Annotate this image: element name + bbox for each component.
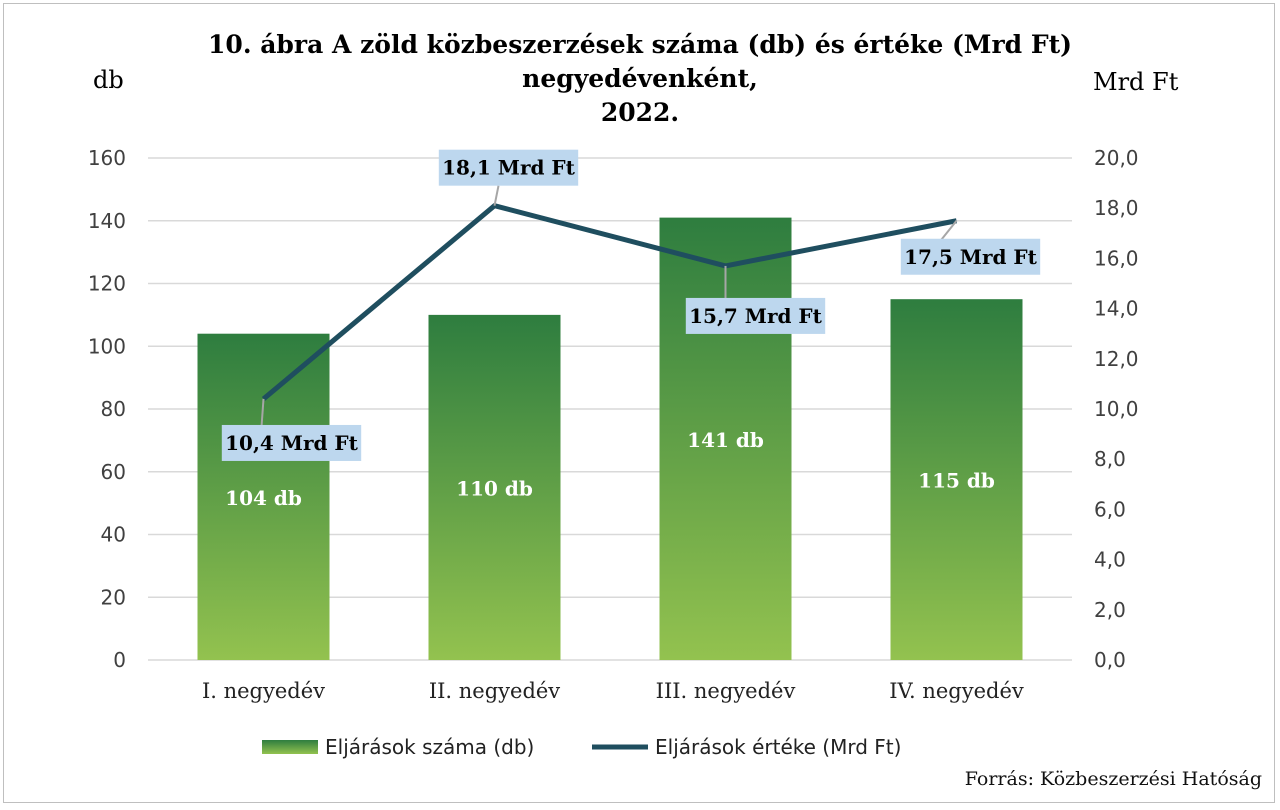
right-axis-unit: Mrd Ft (1093, 68, 1179, 96)
left-tick-label: 120 (88, 272, 126, 296)
legend-label-line: Eljárások értéke (Mrd Ft) (655, 735, 901, 759)
line-label-text: 10,4 Mrd Ft (225, 431, 358, 455)
line-label-text: 17,5 Mrd Ft (904, 245, 1037, 269)
right-tick-label: 6,0 (1094, 497, 1126, 521)
right-tick-label: 12,0 (1094, 347, 1139, 371)
line-value-label: 18,1 Mrd Ft (438, 149, 579, 206)
right-tick-label: 0,0 (1094, 648, 1126, 672)
chart-frame (3, 3, 1275, 803)
left-tick-label: 20 (101, 585, 126, 609)
bar-value-label: 141 db (687, 428, 764, 452)
bar-value-label: 110 db (456, 476, 533, 500)
right-tick-label: 10,0 (1094, 397, 1139, 421)
legend-item-bars: Eljárások száma (db) (262, 735, 534, 759)
bar-value-label: 115 db (918, 469, 995, 493)
value-line (261, 203, 957, 401)
line-label-box (438, 149, 579, 186)
right-tick-label: 16,0 (1094, 246, 1139, 270)
line-value-label: 10,4 Mrd Ft (221, 398, 362, 461)
category-label: III. negyedév (656, 679, 796, 703)
bar (428, 314, 561, 660)
left-axis-unit: db (93, 66, 124, 94)
category-label: IV. negyedév (889, 679, 1024, 703)
bar (197, 333, 330, 660)
left-tick-label: 160 (88, 146, 126, 170)
category-label: I. negyedév (202, 679, 325, 703)
left-tick-label: 40 (101, 523, 126, 547)
left-tick-label: 100 (88, 334, 126, 358)
leader-line (939, 220, 958, 242)
bar (890, 299, 1023, 660)
left-tick-label: 80 (101, 397, 126, 421)
left-tick-label: 0 (113, 648, 126, 672)
right-tick-label: 18,0 (1094, 196, 1139, 220)
line-label-box (221, 424, 362, 461)
line-label-box (900, 238, 1041, 275)
leader-line (493, 185, 500, 206)
left-tick-label: 60 (101, 460, 126, 484)
right-tick-label: 14,0 (1094, 297, 1139, 321)
right-tick-label: 2,0 (1094, 598, 1126, 622)
legend-item-line: Eljárások értéke (Mrd Ft) (592, 735, 901, 759)
right-tick-label: 8,0 (1094, 447, 1126, 471)
legend-label-bars: Eljárások száma (db) (325, 735, 534, 759)
line-value-label: 17,5 Mrd Ft (900, 220, 1041, 275)
legend-swatch-bars (262, 740, 318, 754)
chart-title-line2: 2022. (600, 98, 680, 127)
bar-value-label: 104 db (225, 486, 302, 510)
line-value-label: 15,7 Mrd Ft (685, 265, 826, 334)
line-label-text: 15,7 Mrd Ft (689, 304, 822, 328)
right-tick-label: 20,0 (1094, 146, 1139, 170)
left-tick-label: 140 (88, 209, 126, 233)
line-label-text: 18,1 Mrd Ft (442, 156, 575, 180)
leader-line (260, 398, 265, 428)
chart-title: 10. ábra A zöld közbeszerzések száma (db… (130, 28, 1150, 130)
chart-title-line1: 10. ábra A zöld közbeszerzések száma (db… (208, 30, 1072, 93)
category-label: II. negyedév (429, 679, 560, 703)
right-tick-label: 4,0 (1094, 548, 1126, 572)
source-note: Forrás: Közbeszerzési Hatóság (964, 768, 1262, 790)
line-label-box (685, 297, 826, 334)
